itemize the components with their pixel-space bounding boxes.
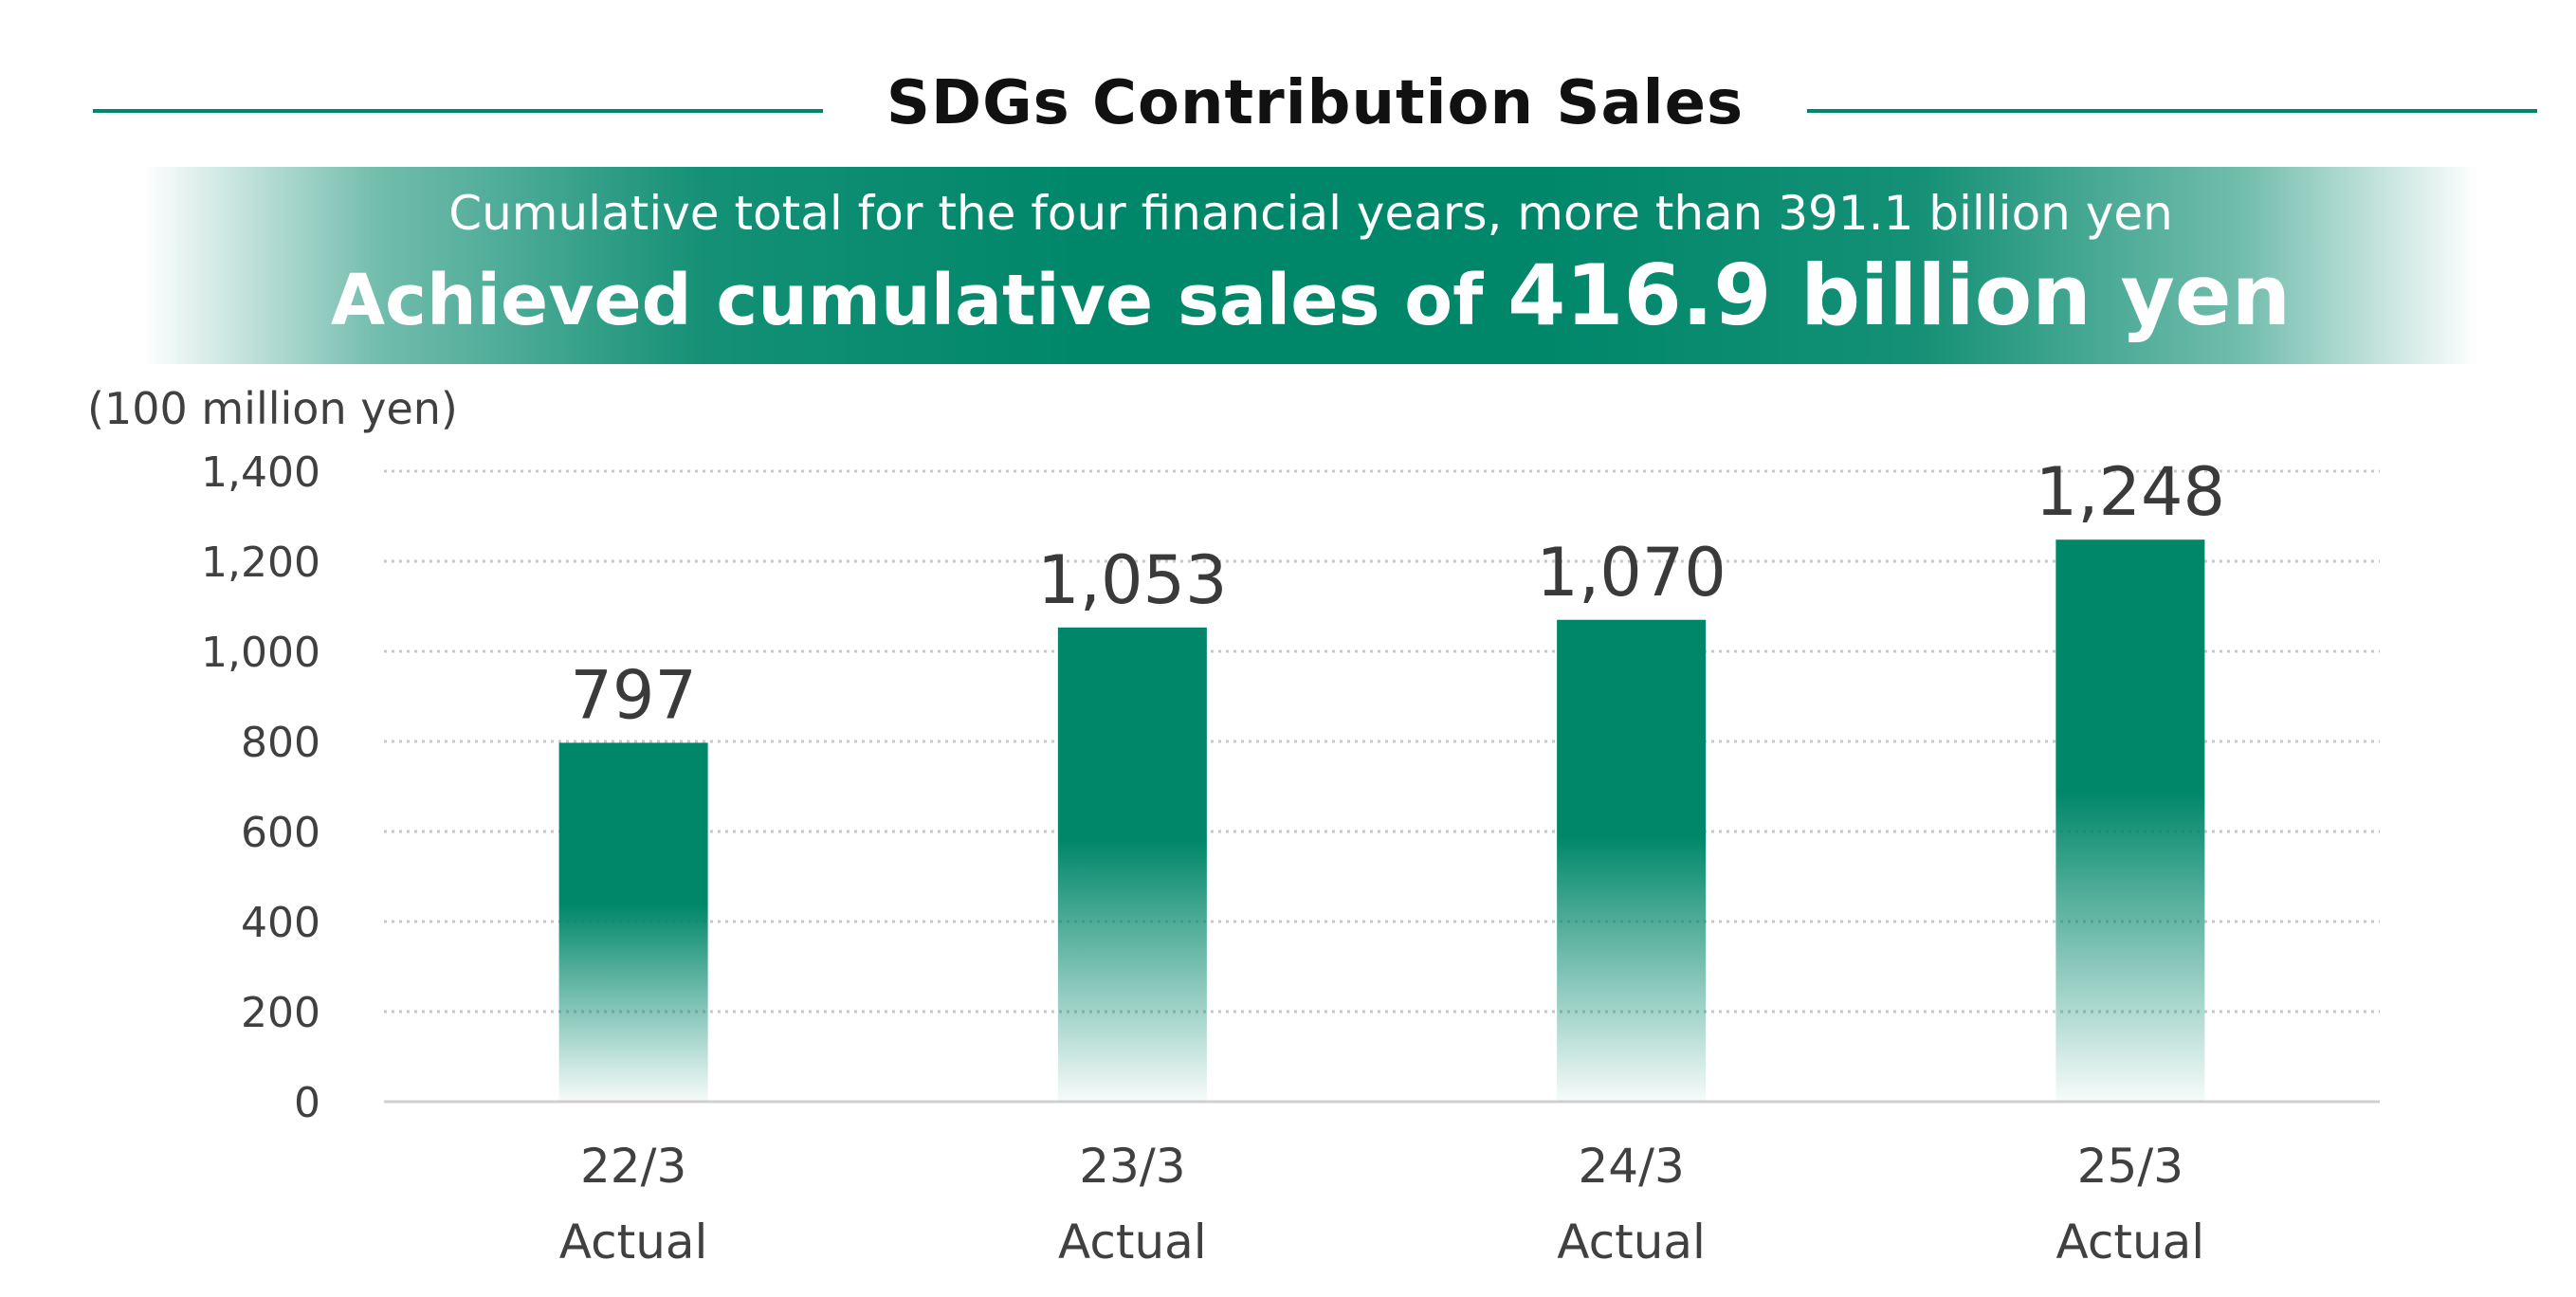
x-tick-label: Actual xyxy=(2056,1215,2205,1270)
gridlines xyxy=(384,469,2380,1104)
bar-value-label: 1,070 xyxy=(1536,534,1726,612)
y-tick-label: 1,400 xyxy=(201,448,320,497)
headline-prefix: Achieved cumulative sales of xyxy=(330,260,1508,341)
banner-headline: Achieved cumulative sales of 416.9 billi… xyxy=(142,247,2479,344)
chart-title-bar: SDGs Contribution Sales xyxy=(0,57,2576,161)
y-tick-label: 1,200 xyxy=(201,539,320,587)
y-tick-label: 1,000 xyxy=(201,629,320,677)
y-tick-label: 800 xyxy=(241,719,320,767)
y-tick-label: 400 xyxy=(241,899,320,947)
x-tick-label: Actual xyxy=(559,1215,708,1270)
title-rule-left xyxy=(93,109,823,113)
x-tick-label: Actual xyxy=(1058,1215,1207,1270)
title-rule-right xyxy=(1807,109,2537,113)
chart-title: SDGs Contribution Sales xyxy=(886,68,1745,138)
value-labels: 797 1,053 1,070 1,248 xyxy=(570,453,2225,734)
x-tick-label: 25/3 xyxy=(2077,1139,2183,1194)
y-tick-label: 0 xyxy=(294,1079,320,1127)
y-tick-label: 600 xyxy=(241,809,320,857)
y-axis-unit-label: (100 million yen) xyxy=(87,383,458,434)
banner-subtitle: Cumulative total for the four financial … xyxy=(448,186,2173,241)
headline-value: 416.9 billion yen xyxy=(1507,247,2292,344)
bar xyxy=(558,742,708,1102)
x-tick-label: Actual xyxy=(1557,1215,1706,1270)
x-tick-label: 22/3 xyxy=(580,1139,686,1194)
bar-value-label: 1,248 xyxy=(2036,453,2225,531)
bar xyxy=(2055,539,2205,1102)
y-axis-ticks: 0 200 400 600 800 1,000 1,200 1,400 xyxy=(201,448,320,1127)
x-tick-label: 24/3 xyxy=(1578,1139,1684,1194)
bar xyxy=(1557,619,1707,1102)
bar-value-label: 797 xyxy=(570,656,697,734)
bar xyxy=(1057,627,1207,1102)
x-axis-ticks: 22/3 Actual 23/3 Actual 24/3 Actual 25/3 Actual xyxy=(559,1139,2204,1270)
x-tick-label: 23/3 xyxy=(1079,1139,1185,1194)
y-tick-label: 200 xyxy=(241,989,320,1037)
summary-banner: Cumulative total for the four financial … xyxy=(142,167,2479,364)
bar-value-label: 1,053 xyxy=(1037,541,1227,619)
bars xyxy=(558,539,2205,1102)
